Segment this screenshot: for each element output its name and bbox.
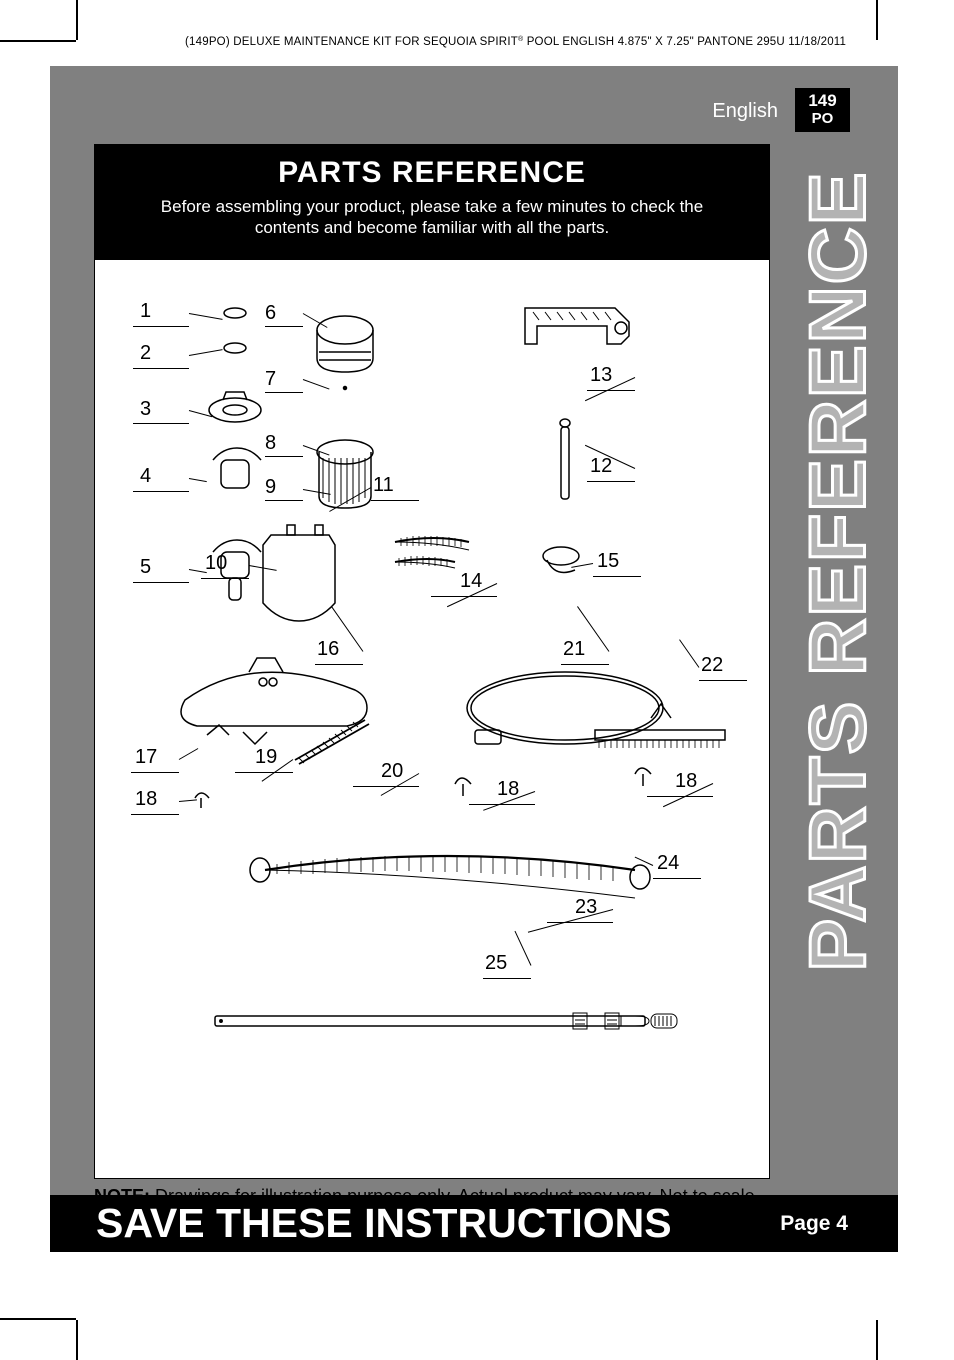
callout-number: 10 [205, 552, 227, 575]
language-label: English [712, 100, 778, 123]
callout-underline [133, 491, 189, 492]
callout-number: 14 [460, 570, 482, 593]
callout-underline [699, 680, 747, 681]
callout-underline [561, 664, 609, 665]
crop-mark [0, 40, 76, 42]
section-subtext-2: contents and become familiar with all th… [255, 218, 609, 237]
callout-number: 4 [140, 465, 151, 488]
slug-suffix: POOL ENGLISH 4.875" X 7.25" PANTONE 295U… [523, 36, 846, 48]
callout-number: 25 [485, 952, 507, 975]
callout-number: 11 [373, 474, 394, 497]
crop-mark [0, 1318, 76, 1320]
slug-prefix: (149PO) DELUXE MAINTENANCE KIT FOR SEQUO… [185, 36, 518, 48]
print-slug: (149PO) DELUXE MAINTENANCE KIT FOR SEQUO… [185, 36, 846, 48]
callout-underline [133, 326, 189, 327]
vertical-title-text: PARTS REFERENCE [792, 170, 884, 971]
callout-number: 2 [140, 342, 151, 365]
callout-underline [265, 392, 303, 393]
callout-underline [483, 978, 531, 979]
callout-underline [131, 772, 179, 773]
callout-number: 16 [317, 638, 339, 661]
callout-number: 8 [265, 432, 276, 455]
callout-number: 5 [140, 556, 151, 579]
callout-underline [431, 596, 497, 597]
callout-number: 13 [590, 364, 612, 387]
page-number: Page 4 [780, 1212, 848, 1236]
callout-number: 1 [140, 300, 151, 323]
callout-underline [653, 878, 701, 879]
callout-underline [265, 500, 303, 501]
callout-underline [235, 772, 293, 773]
callout-underline [201, 578, 249, 579]
callout-number: 7 [265, 368, 276, 391]
callout-number: 3 [140, 398, 151, 421]
callout-number: 9 [265, 476, 276, 499]
save-instructions-text: SAVE THESE INSTRUCTIONS [96, 1200, 672, 1247]
callout-underline [647, 796, 713, 797]
code-number: 149 [808, 92, 836, 111]
code-suffix: PO [812, 111, 834, 128]
callout-underline [587, 481, 635, 482]
callout-number: 6 [265, 302, 276, 325]
page-frame: English 149 PO PARTS REFERENCE PARTS REF… [50, 66, 898, 1252]
title-bar: PARTS REFERENCE Before assembling your p… [94, 144, 770, 259]
vertical-section-title: PARTS REFERENCE [798, 161, 878, 981]
callout-number: 19 [255, 746, 277, 769]
callout-number: 12 [590, 455, 612, 478]
callout-underline [265, 326, 303, 327]
callout-underline [371, 500, 419, 501]
callout-number: 17 [135, 746, 157, 769]
callout-number: 22 [701, 654, 723, 677]
callout-underline [133, 423, 189, 424]
callout-underline [315, 664, 363, 665]
callout-underline [593, 576, 641, 577]
callout-number: 15 [597, 550, 619, 573]
callout-underline [133, 368, 189, 369]
code-badge: 149 PO [795, 88, 850, 132]
callout-underline [133, 582, 189, 583]
section-subtext-1: Before assembling your product, please t… [161, 197, 703, 216]
callout-number: 21 [563, 638, 585, 661]
callout-underline [131, 814, 179, 815]
crop-mark [76, 0, 78, 40]
footer-bar: SAVE THESE INSTRUCTIONS Page 4 [50, 1195, 898, 1252]
section-heading: PARTS REFERENCE [94, 156, 770, 190]
callout-underline [265, 456, 303, 457]
crop-mark [876, 1320, 878, 1360]
crop-mark [876, 0, 878, 40]
callout-underline [353, 786, 419, 787]
callout-number: 20 [381, 760, 403, 783]
callout-number: 18 [135, 788, 157, 811]
parts-illustrations [95, 260, 771, 1180]
callout-number: 24 [657, 852, 679, 875]
callout-underline [587, 390, 635, 391]
crop-mark [76, 1320, 78, 1360]
parts-diagram-panel: 1234567891011121314151617181818192021222… [94, 259, 770, 1179]
callout-underline [469, 804, 535, 805]
callout-number: 18 [675, 770, 697, 793]
